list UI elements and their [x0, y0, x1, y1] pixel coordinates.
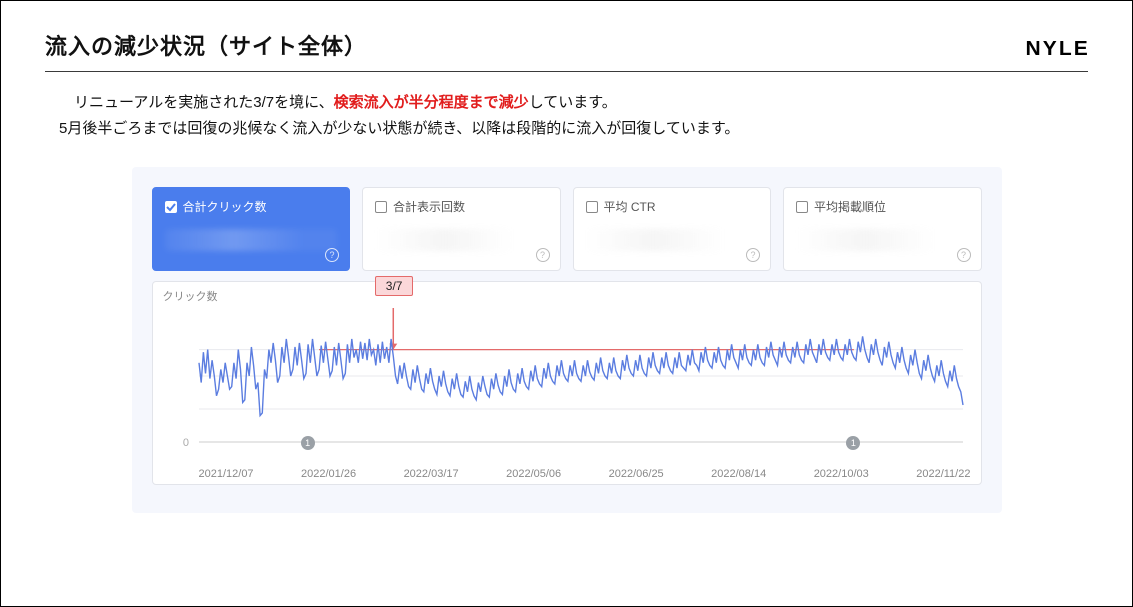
desc-line1-suffix: しています。: [529, 94, 617, 111]
chart-container: クリック数 3/7 0 2021/12/072022/01/262022/03/…: [152, 281, 982, 485]
x-axis-labels: 2021/12/07 2022/01/26 2022/03/17 2022/05/06…: [163, 462, 971, 480]
logo: NYLE: [1025, 38, 1089, 61]
card-header: 平均掲載順位: [796, 198, 969, 215]
card-label: 合計クリック数: [183, 198, 267, 215]
card-header: 合計表示回数: [375, 198, 548, 215]
card-value-blurred: [375, 229, 548, 251]
help-icon[interactable]: ?: [957, 248, 971, 262]
help-icon[interactable]: ?: [536, 248, 550, 262]
x-tick-label: 2022/06/25: [609, 468, 664, 480]
x-tick-label: 2022/01/26: [301, 468, 356, 480]
x-tick-label: 2021/12/07: [199, 468, 254, 480]
gsc-panel: 合計クリック数 ? 合計表示回数 ? 平均 CTR ? 平均掲載順位 ? クリッ…: [132, 167, 1002, 513]
header-divider: [45, 71, 1088, 72]
svg-text:0: 0: [182, 437, 188, 449]
help-icon[interactable]: ?: [746, 248, 760, 262]
desc-line1-highlight: 検索流入が半分程度まで減少: [334, 94, 529, 111]
x-tick-label: 2022/05/06: [506, 468, 561, 480]
checkbox-icon: [586, 201, 598, 213]
x-tick-label: 2022/10/03: [814, 468, 869, 480]
card-value-blurred: [586, 229, 759, 251]
timeline-marker-icon: 1: [301, 436, 315, 450]
metric-card[interactable]: 平均掲載順位 ?: [783, 187, 982, 271]
x-tick-label: 2022/08/14: [711, 468, 766, 480]
desc-line2: 5月後半ごろまでは回復の兆候なく流入が少ない状態が続き、以降は段階的に流入が回復…: [59, 120, 739, 137]
desc-line1-prefix: リニューアルを実施された3/7を境に、: [74, 94, 334, 111]
card-value-blurred: [165, 229, 338, 251]
page-title: 流入の減少状況（サイト全体）: [45, 29, 367, 61]
x-tick-label: 2022/11/22: [916, 468, 970, 480]
metric-card[interactable]: 平均 CTR ?: [573, 187, 772, 271]
chart-annotation: 3/7: [375, 276, 414, 296]
card-label: 合計表示回数: [393, 198, 465, 215]
card-label: 平均掲載順位: [814, 198, 886, 215]
metric-card[interactable]: 合計クリック数 ?: [152, 187, 351, 271]
card-label: 平均 CTR: [604, 198, 656, 215]
card-header: 平均 CTR: [586, 198, 759, 215]
checkbox-icon: [165, 201, 177, 213]
metric-cards: 合計クリック数 ? 合計表示回数 ? 平均 CTR ? 平均掲載順位 ?: [152, 187, 982, 271]
metric-card[interactable]: 合計表示回数 ?: [362, 187, 561, 271]
help-icon[interactable]: ?: [325, 248, 339, 262]
x-tick-label: 2022/03/17: [404, 468, 459, 480]
checkbox-icon: [796, 201, 808, 213]
card-header: 合計クリック数: [165, 198, 338, 215]
checkbox-icon: [375, 201, 387, 213]
card-value-blurred: [796, 229, 969, 251]
y-axis-label: クリック数: [163, 288, 218, 304]
description: リニューアルを実施された3/7を境に、検索流入が半分程度まで減少しています。 5…: [45, 90, 1088, 141]
